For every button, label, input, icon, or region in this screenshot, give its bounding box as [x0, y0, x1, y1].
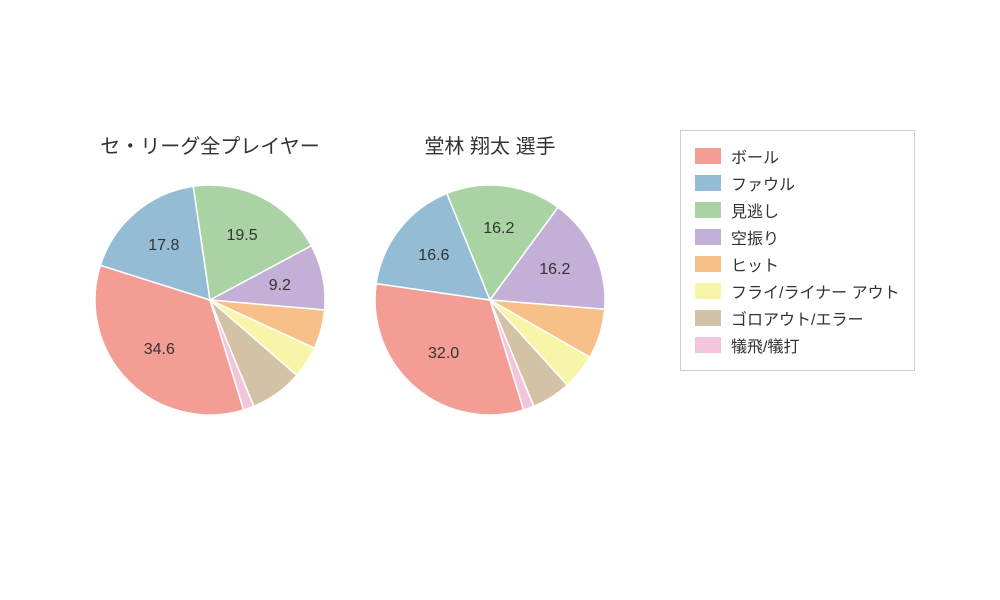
pie-label-player-foul: 16.6: [418, 247, 449, 265]
pie-label-league-looking: 19.5: [227, 227, 258, 245]
legend-item-sac: 犠飛/犠打: [695, 333, 900, 357]
legend-swatch-ball: [695, 148, 721, 164]
legend: ボールファウル見逃し空振りヒットフライ/ライナー アウトゴロアウト/エラー犠飛/…: [680, 130, 915, 371]
pie-label-league-ball: 34.6: [144, 341, 175, 359]
legend-swatch-hit: [695, 256, 721, 272]
legend-item-ball: ボール: [695, 144, 900, 168]
legend-swatch-fly_liner_out: [695, 283, 721, 299]
legend-label-foul: ファウル: [731, 171, 795, 195]
legend-swatch-foul: [695, 175, 721, 191]
legend-item-looking: 見逃し: [695, 198, 900, 222]
legend-label-looking: 見逃し: [731, 198, 779, 222]
legend-label-ball: ボール: [731, 144, 779, 168]
legend-swatch-ground_error: [695, 310, 721, 326]
legend-label-ground_error: ゴロアウト/エラー: [731, 306, 863, 330]
chart-title-league: セ・リーグ全プレイヤー: [90, 130, 330, 159]
legend-swatch-swing_miss: [695, 229, 721, 245]
pie-label-player-swing_miss: 16.2: [539, 261, 570, 279]
legend-swatch-sac: [695, 337, 721, 353]
legend-item-foul: ファウル: [695, 171, 900, 195]
legend-label-hit: ヒット: [731, 252, 779, 276]
legend-label-sac: 犠飛/犠打: [731, 333, 799, 357]
legend-label-swing_miss: 空振り: [731, 225, 779, 249]
legend-item-swing_miss: 空振り: [695, 225, 900, 249]
pie-label-league-foul: 17.8: [148, 237, 179, 255]
legend-label-fly_liner_out: フライ/ライナー アウト: [731, 279, 900, 303]
legend-item-hit: ヒット: [695, 252, 900, 276]
chart-stage: セ・リーグ全プレイヤー 34.6 17.8 19.5 9.2 堂林 翔太 選手 32.0 16…: [0, 0, 1000, 600]
legend-item-fly_liner_out: フライ/ライナー アウト: [695, 279, 900, 303]
pie-label-player-ball: 32.0: [428, 345, 459, 363]
pie-label-league-swing_miss: 9.2: [269, 277, 291, 295]
pie-league: [95, 185, 325, 415]
chart-title-player: 堂林 翔太 選手: [370, 130, 610, 159]
legend-item-ground_error: ゴロアウト/エラー: [695, 306, 900, 330]
pie-label-player-looking: 16.2: [483, 220, 514, 238]
legend-swatch-looking: [695, 202, 721, 218]
